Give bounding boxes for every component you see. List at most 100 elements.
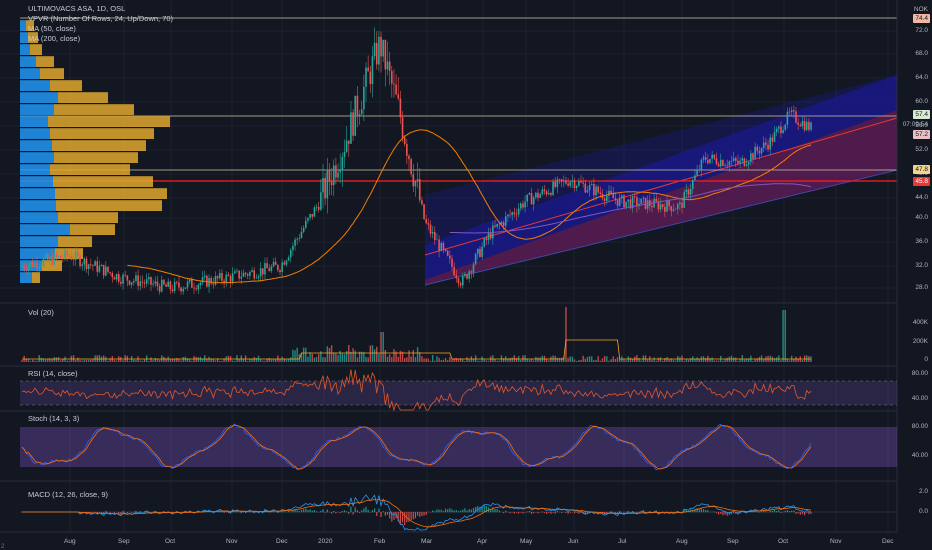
candle-body — [487, 232, 490, 240]
macd-hist-bar — [481, 505, 483, 513]
candle-body — [317, 206, 320, 210]
candle-body — [571, 180, 574, 182]
candle-body — [541, 189, 544, 195]
macd-hist-bar — [341, 511, 343, 513]
macd-hist-bar — [300, 510, 303, 513]
candle-body — [569, 181, 572, 186]
volume-bar — [148, 360, 150, 362]
time-axis-label: Mar — [421, 538, 433, 545]
volume-bar — [60, 360, 62, 362]
vp-up-bar — [20, 92, 58, 103]
macd-hist-bar — [533, 512, 535, 514]
macd-hist-bar — [752, 511, 754, 513]
candle-body — [262, 268, 264, 275]
candle-body — [214, 276, 217, 285]
macd-hist-bar — [470, 509, 472, 513]
volume-bar — [442, 359, 445, 362]
candle-body — [98, 266, 101, 272]
candle-body — [373, 42, 376, 57]
candle-body — [524, 201, 526, 208]
macd-hist-bar — [408, 512, 410, 522]
macd-hist-bar — [683, 509, 685, 513]
candle-body — [616, 199, 619, 206]
volume-bar — [788, 360, 791, 362]
macd-hist-bar — [627, 510, 629, 513]
volume-bar — [87, 359, 90, 362]
volume-pane-label[interactable]: Vol (20) — [28, 308, 54, 317]
ma200-legend[interactable]: MA (200, close) — [28, 34, 81, 43]
macd-hist-bar — [389, 512, 391, 519]
volume-bar — [735, 357, 737, 362]
vp-up-bar — [20, 248, 55, 259]
candle-body — [386, 61, 389, 70]
candle-body — [444, 248, 447, 251]
candle-body — [588, 185, 591, 191]
ma50-legend[interactable]: MA (50, close) — [28, 24, 76, 33]
volume-bar — [558, 357, 561, 362]
candle-body — [358, 114, 361, 117]
candle-body — [535, 192, 537, 198]
volume-bar — [438, 357, 440, 362]
candle-body — [655, 198, 658, 202]
candle-body — [105, 266, 107, 276]
macd-hist-bar — [786, 510, 788, 513]
macd-hist-bar — [483, 505, 485, 513]
volume-bar — [571, 356, 574, 362]
vpvr-legend[interactable]: VPVR (Number Of Rows, 24, Up/Down, 70) — [28, 14, 174, 23]
rsi-pane-label[interactable]: RSI (14, close) — [28, 369, 78, 378]
candle-body — [797, 122, 799, 125]
vp-up-bar — [20, 164, 50, 175]
macd-hist-bar — [272, 510, 275, 513]
candle-body — [421, 200, 423, 205]
candle-body — [148, 277, 150, 280]
volume-bar — [726, 357, 728, 362]
candle-body — [606, 195, 608, 201]
candle-body — [120, 281, 122, 284]
volume-bar — [29, 360, 32, 362]
volume-bar — [698, 358, 700, 362]
candle-body — [627, 199, 630, 202]
macd-hist-bar — [395, 512, 397, 519]
volume-bar — [724, 358, 726, 362]
volume-bar — [285, 359, 288, 362]
candle-body — [410, 159, 412, 175]
vp-down-bar — [54, 104, 134, 115]
volume-bar — [57, 357, 60, 362]
candle-body — [163, 279, 165, 285]
volume-bar — [619, 358, 621, 362]
candle-body — [451, 258, 453, 267]
candle-body — [474, 253, 477, 265]
volume-bar — [752, 360, 754, 362]
candle-body — [520, 203, 522, 209]
vp-up-bar — [20, 56, 36, 67]
macd-hist-bar — [290, 511, 292, 513]
volume-bar — [124, 355, 126, 362]
macd-hist-bar — [386, 512, 389, 515]
macd-hist-bar — [343, 510, 346, 513]
volume-bar — [270, 359, 273, 362]
volume-bar — [234, 360, 236, 362]
macd-hist-bar — [616, 512, 619, 515]
volume-bar — [507, 358, 509, 362]
volume-ma-line — [22, 339, 811, 360]
stoch-pane-label[interactable]: Stoch (14, 3, 3) — [28, 414, 80, 423]
volume-bar — [249, 358, 251, 362]
macd-pane-label[interactable]: MACD (12, 26, close, 9) — [28, 490, 109, 499]
volume-bar — [255, 357, 258, 362]
candle-body — [270, 266, 273, 272]
macd-hist-bar — [696, 508, 698, 513]
macd-hist-bar — [524, 512, 526, 513]
candle-body — [526, 194, 529, 202]
candle-body — [750, 153, 752, 163]
chart-title[interactable]: ULTIMOVACS ASA, 1D, OSL — [28, 4, 126, 13]
volume-bar — [672, 359, 675, 362]
candle-body — [496, 223, 498, 227]
volume-bar — [511, 357, 513, 362]
volume-bar — [173, 359, 176, 362]
macd-hist-bar — [801, 512, 804, 515]
candle-body — [272, 261, 275, 267]
macd-hist-bar — [494, 509, 496, 513]
volume-bar — [253, 357, 255, 362]
macd-hist-bar — [322, 509, 324, 513]
